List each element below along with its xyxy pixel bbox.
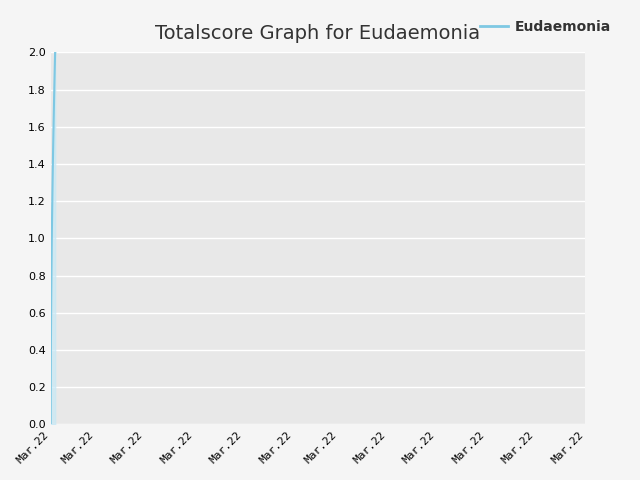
Eudaemonia [49, 142, 57, 147]
Title: Totalscore Graph for Eudaemonia: Totalscore Graph for Eudaemonia [156, 24, 481, 43]
Eudaemonia [51, 88, 58, 94]
Eudaemonia [51, 52, 59, 58]
Eudaemonia [48, 227, 56, 232]
Eudaemonia [48, 249, 56, 255]
Legend: Eudaemonia: Eudaemonia [474, 15, 616, 40]
Eudaemonia [51, 46, 59, 51]
Eudaemonia [50, 109, 58, 115]
Line: Eudaemonia: Eudaemonia [51, 48, 55, 424]
Eudaemonia [47, 421, 54, 427]
